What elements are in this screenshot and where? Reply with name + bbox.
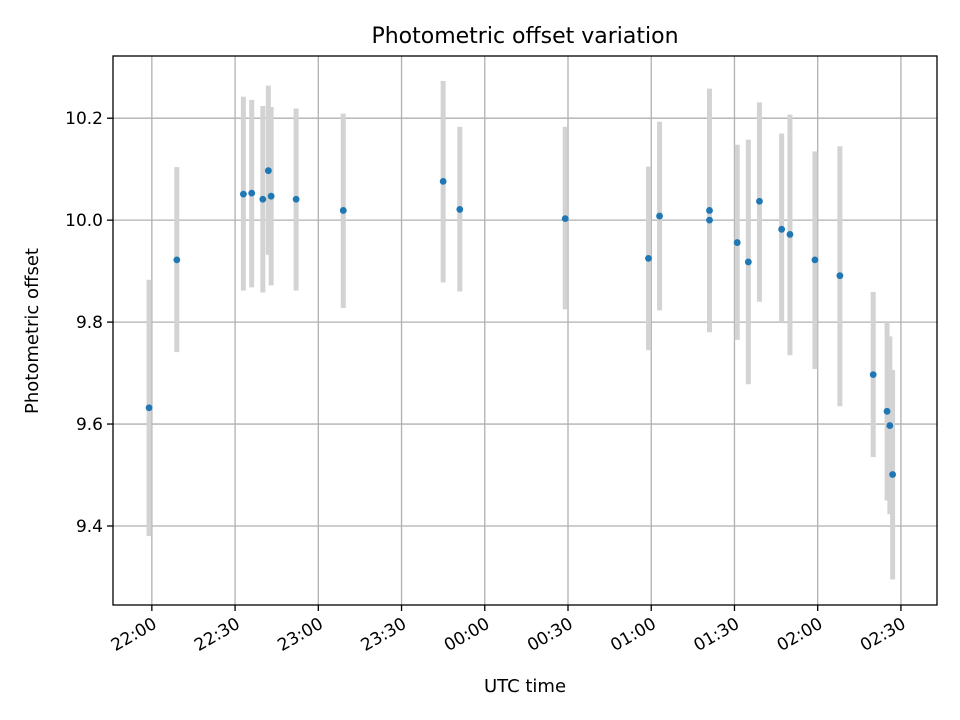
data-point xyxy=(756,197,763,205)
chart-title: Photometric offset variation xyxy=(371,24,678,49)
data-point xyxy=(869,371,877,378)
y-tick-label: 9.4 xyxy=(76,517,103,537)
data-point xyxy=(292,195,300,203)
data-point xyxy=(439,177,447,185)
data-point xyxy=(456,206,464,213)
y-tick-label: 9.6 xyxy=(76,415,103,435)
data-point xyxy=(883,407,891,415)
data-point xyxy=(264,167,272,175)
data-point xyxy=(259,195,267,203)
y-axis-ticks: 9.4 9.6 9.8 10.0 10.2 xyxy=(65,109,113,537)
grid xyxy=(113,56,937,605)
y-tick-label: 9.8 xyxy=(76,313,103,333)
data-point xyxy=(645,254,652,262)
x-axis-label: UTC time xyxy=(484,676,566,697)
data-point xyxy=(656,212,663,220)
data-point xyxy=(706,207,713,214)
data-point xyxy=(239,190,247,198)
data-point xyxy=(145,404,153,412)
data-point xyxy=(886,422,894,429)
data-point xyxy=(339,207,347,214)
y-tick-label: 10.0 xyxy=(65,211,103,231)
data-point xyxy=(744,258,752,266)
data-point xyxy=(733,239,741,246)
y-axis-label: Photometric offset xyxy=(22,248,43,414)
data-point xyxy=(706,216,713,224)
data-point xyxy=(836,272,844,280)
data-point xyxy=(786,231,794,238)
plot-frame xyxy=(112,55,938,606)
data-point xyxy=(561,215,569,223)
data-point xyxy=(248,189,256,197)
data-point xyxy=(173,256,181,264)
y-tick-label: 10.2 xyxy=(65,109,103,129)
data-point xyxy=(889,471,897,478)
data-point xyxy=(267,192,275,200)
data-point xyxy=(778,225,786,233)
data-point xyxy=(811,256,819,264)
data-points xyxy=(145,167,897,478)
